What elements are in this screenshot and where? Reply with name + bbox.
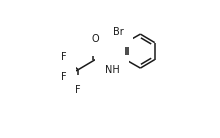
Text: O: O xyxy=(91,34,99,44)
Text: F: F xyxy=(61,52,66,63)
Text: Br: Br xyxy=(113,27,123,38)
Text: F: F xyxy=(61,72,66,82)
Text: F: F xyxy=(75,85,81,95)
Text: NH: NH xyxy=(105,65,120,75)
